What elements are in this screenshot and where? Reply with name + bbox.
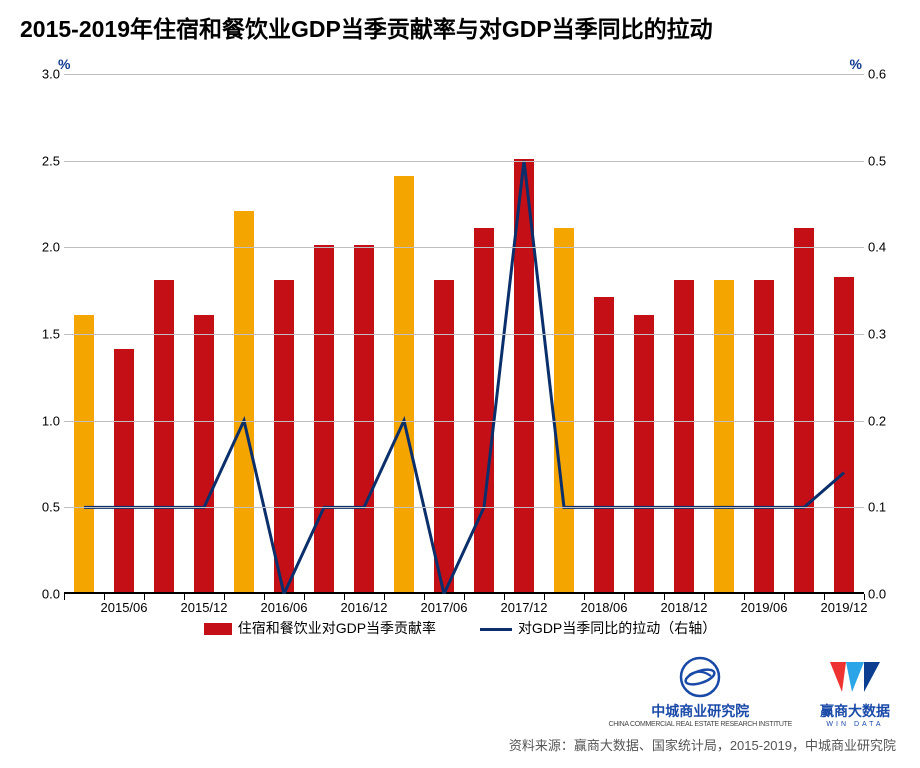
logo-windata: 赢商大数据 WIN DATA	[820, 658, 890, 728]
chart-title: 2015-2019年住宿和餐饮业GDP当季贡献率与对GDP当季同比的拉动	[0, 0, 920, 50]
zhongcheng-icon	[679, 656, 721, 698]
chart-legend: 住宿和餐饮业对GDP当季贡献率 对GDP当季同比的拉动（右轴）	[20, 618, 900, 638]
bars-layer	[64, 74, 864, 592]
ytick-right: 0.6	[868, 67, 902, 82]
bar	[274, 280, 293, 592]
legend-bar-swatch	[204, 623, 232, 635]
logo-zhongcheng: 中城商业研究院 CHINA COMMERCIAL REAL ESTATE RES…	[609, 656, 792, 728]
logos-row: 中城商业研究院 CHINA COMMERCIAL REAL ESTATE RES…	[609, 656, 890, 728]
bar	[674, 280, 693, 592]
x-axis-ticks: 2015/06 2015/12 2016/06 2016/12 2017/06 2017/…	[64, 594, 864, 616]
logo-windata-name: 赢商大数据	[820, 701, 890, 721]
ytick-left: 2.0	[26, 240, 60, 255]
xtick-label: 2018/12	[661, 600, 708, 615]
ytick-left: 0.0	[26, 587, 60, 602]
bar	[434, 280, 453, 592]
ytick-right: 0.5	[868, 153, 902, 168]
logo-windata-sub: WIN DATA	[820, 721, 890, 728]
plot-region: 0.00.51.01.52.02.53.00.00.10.20.30.40.50…	[64, 74, 864, 594]
legend-bar-label: 住宿和餐饮业对GDP当季贡献率	[238, 620, 436, 636]
xtick-label: 2016/06	[261, 600, 308, 615]
legend-line-swatch	[480, 628, 512, 631]
grid-line	[64, 421, 864, 422]
ytick-right: 0.2	[868, 413, 902, 428]
bar	[834, 277, 853, 592]
bar	[594, 297, 613, 592]
legend-line-label: 对GDP当季同比的拉动（右轴）	[518, 620, 716, 636]
bar	[754, 280, 773, 592]
xtick-mark	[64, 594, 65, 600]
bar	[634, 315, 653, 592]
source-text: 资料来源：赢商大数据、国家统计局，2015-2019，中城商业研究院	[509, 735, 896, 754]
logo-zhongcheng-name: 中城商业研究院	[609, 701, 792, 721]
bar	[234, 211, 253, 592]
xtick-label: 2019/12	[821, 600, 868, 615]
grid-line	[64, 74, 864, 75]
bar	[194, 315, 213, 592]
bar	[394, 176, 413, 592]
grid-line	[64, 247, 864, 248]
windata-icon	[828, 658, 882, 698]
grid-line	[64, 334, 864, 335]
bar	[474, 228, 493, 592]
bar	[714, 280, 733, 592]
xtick-label: 2015/06	[101, 600, 148, 615]
xtick-label: 2017/12	[501, 600, 548, 615]
logo-zhongcheng-sub: CHINA COMMERCIAL REAL ESTATE RESEARCH IN…	[609, 721, 792, 728]
xtick-label: 2018/06	[581, 600, 628, 615]
ytick-right: 0.4	[868, 240, 902, 255]
right-axis-label: %	[850, 56, 862, 72]
grid-line	[64, 161, 864, 162]
xtick-label: 2017/06	[421, 600, 468, 615]
bar	[794, 228, 813, 592]
ytick-left: 0.5	[26, 500, 60, 515]
ytick-left: 1.5	[26, 327, 60, 342]
xtick-label: 2019/06	[741, 600, 788, 615]
bar	[314, 245, 333, 592]
chart-area: % % 0.00.51.01.52.02.53.00.00.10.20.30.4…	[20, 74, 900, 638]
xtick-label: 2016/12	[341, 600, 388, 615]
ytick-left: 3.0	[26, 67, 60, 82]
grid-line	[64, 507, 864, 508]
bar	[354, 245, 373, 592]
ytick-left: 1.0	[26, 413, 60, 428]
ytick-left: 2.5	[26, 153, 60, 168]
bar	[114, 349, 133, 592]
ytick-right: 0.1	[868, 500, 902, 515]
ytick-right: 0.0	[868, 587, 902, 602]
bar	[554, 228, 573, 592]
bar	[74, 315, 93, 592]
xtick-label: 2015/12	[181, 600, 228, 615]
ytick-right: 0.3	[868, 327, 902, 342]
bar	[154, 280, 173, 592]
bar	[514, 159, 533, 592]
